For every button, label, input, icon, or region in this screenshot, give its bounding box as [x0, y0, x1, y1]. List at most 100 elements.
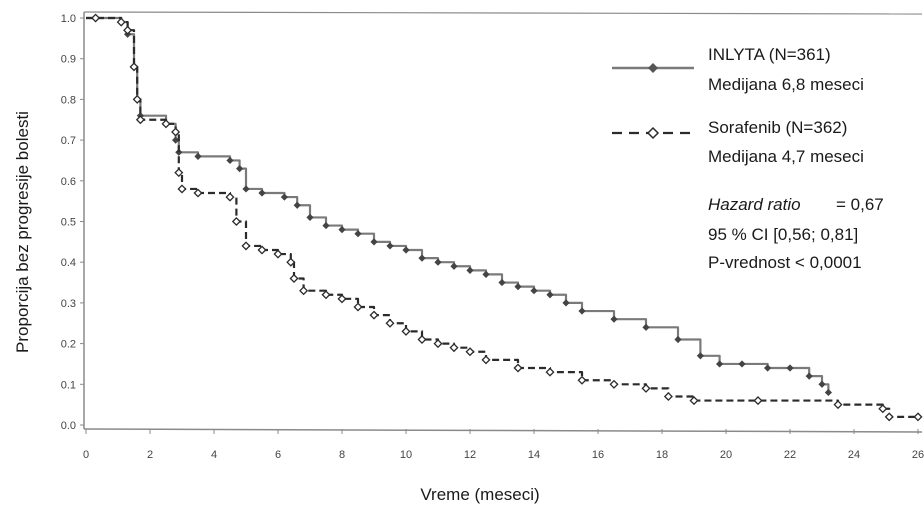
- y-axis-ticks: 0.0 0.1 0.2 0.3 0.4 0.5 0.6 0.7 0.8 0.9 1.0: [61, 13, 84, 432]
- data-point: [417, 335, 427, 345]
- data-point: [385, 318, 395, 328]
- data-point: [913, 412, 923, 422]
- x-tick-label: 4: [211, 449, 217, 461]
- data-point: [578, 307, 586, 315]
- x-tick-label: 10: [400, 449, 412, 461]
- x-tick-label: 0: [83, 449, 89, 461]
- data-point: [514, 283, 522, 291]
- data-point: [481, 355, 491, 365]
- x-tick-label: 14: [528, 449, 540, 461]
- data-point: [641, 383, 651, 393]
- data-point: [466, 266, 474, 274]
- y-tick-label: 0.3: [61, 298, 76, 310]
- data-point: [545, 367, 555, 377]
- p-value-text: P-vrednost < 0,0001: [708, 253, 862, 272]
- data-point: [753, 396, 763, 406]
- data-point: [123, 25, 133, 35]
- data-point: [418, 254, 426, 262]
- y-tick-label: 0.5: [61, 217, 76, 229]
- data-point: [434, 258, 442, 266]
- data-point: [242, 185, 250, 193]
- data-point: [764, 364, 772, 372]
- data-point: [716, 360, 724, 368]
- y-tick-label: 0.9: [61, 54, 76, 66]
- top-border-line: [83, 11, 923, 15]
- y-axis-title: Proporcija bez progresije bolesti: [13, 111, 32, 353]
- y-tick-label: 0.8: [61, 94, 76, 106]
- data-point: [225, 192, 235, 202]
- y-tick-label: 1.0: [61, 13, 76, 25]
- x-tick-label: 22: [784, 449, 796, 461]
- data-point: [337, 294, 347, 304]
- x-tick-label: 2: [147, 449, 153, 461]
- data-point: [172, 136, 180, 144]
- data-point: [370, 238, 378, 246]
- legend: INLYTA (N=361) Medijana 6,8 meseci Soraf…: [612, 45, 884, 272]
- data-point: [609, 379, 619, 389]
- legend-inlyta-name: INLYTA (N=361): [708, 45, 831, 64]
- legend-swatch-sorafenib-marker: [646, 126, 660, 140]
- data-point: [824, 388, 832, 397]
- data-point: [289, 273, 299, 283]
- data-point: [353, 302, 363, 312]
- x-axis-title: Vreme (meseci): [420, 485, 539, 504]
- data-point: [689, 396, 699, 406]
- data-point: [482, 270, 490, 279]
- data-point: [116, 17, 126, 27]
- x-axis-line: [83, 428, 923, 433]
- data-point: [433, 339, 443, 349]
- data-point: [174, 168, 184, 178]
- data-point: [401, 326, 411, 336]
- confidence-interval-text: 95 % CI [0,56; 0,81]: [708, 225, 858, 244]
- data-point: [193, 188, 203, 198]
- legend-swatch-inlyta-marker: [648, 63, 658, 73]
- data-point: [231, 216, 241, 227]
- data-point: [273, 249, 283, 259]
- data-point: [562, 299, 570, 307]
- legend-sorafenib-median: Medijana 4,7 meseci: [708, 147, 864, 166]
- x-tick-label: 12: [464, 449, 476, 461]
- y-tick-label: 0.4: [61, 257, 76, 269]
- data-point: [386, 242, 394, 250]
- data-point: [91, 13, 101, 23]
- legend-sorafenib-name: Sorafenib (N=362): [708, 118, 847, 137]
- data-point: [402, 246, 410, 254]
- data-point: [226, 156, 234, 165]
- data-point: [306, 213, 314, 222]
- x-tick-label: 6: [275, 449, 281, 461]
- x-tick-label: 26: [912, 449, 924, 461]
- data-point: [135, 115, 145, 125]
- data-point: [663, 391, 673, 402]
- data-point: [175, 148, 183, 156]
- x-axis-ticks: 0 2 4 6 8 10 12 14 16 18 20 22 24 26: [83, 429, 924, 461]
- data-point: [805, 372, 813, 380]
- data-point: [257, 245, 267, 255]
- legend-inlyta-median: Medijana 6,8 meseci: [708, 75, 864, 94]
- data-point: [369, 310, 379, 320]
- data-point: [299, 286, 309, 296]
- data-point: [833, 400, 843, 410]
- data-point: [884, 412, 894, 422]
- data-point: [322, 221, 330, 230]
- x-tick-label: 18: [656, 449, 668, 461]
- data-point: [786, 364, 794, 372]
- x-tick-label: 20: [720, 449, 732, 461]
- x-tick-label: 24: [848, 449, 860, 461]
- data-point: [129, 62, 139, 72]
- data-point: [354, 230, 362, 238]
- data-point: [286, 257, 296, 267]
- data-point: [171, 127, 181, 137]
- data-point: [241, 241, 251, 251]
- data-point: [878, 404, 888, 414]
- data-point: [498, 278, 506, 287]
- data-point: [513, 363, 523, 373]
- data-point: [321, 290, 331, 300]
- data-point: [338, 226, 346, 234]
- y-tick-label: 0.2: [61, 339, 76, 351]
- data-point: [161, 119, 171, 129]
- hazard-ratio-label: Hazard ratio: [708, 195, 801, 214]
- data-point: [132, 94, 142, 104]
- data-point: [674, 335, 682, 344]
- data-point: [577, 375, 587, 385]
